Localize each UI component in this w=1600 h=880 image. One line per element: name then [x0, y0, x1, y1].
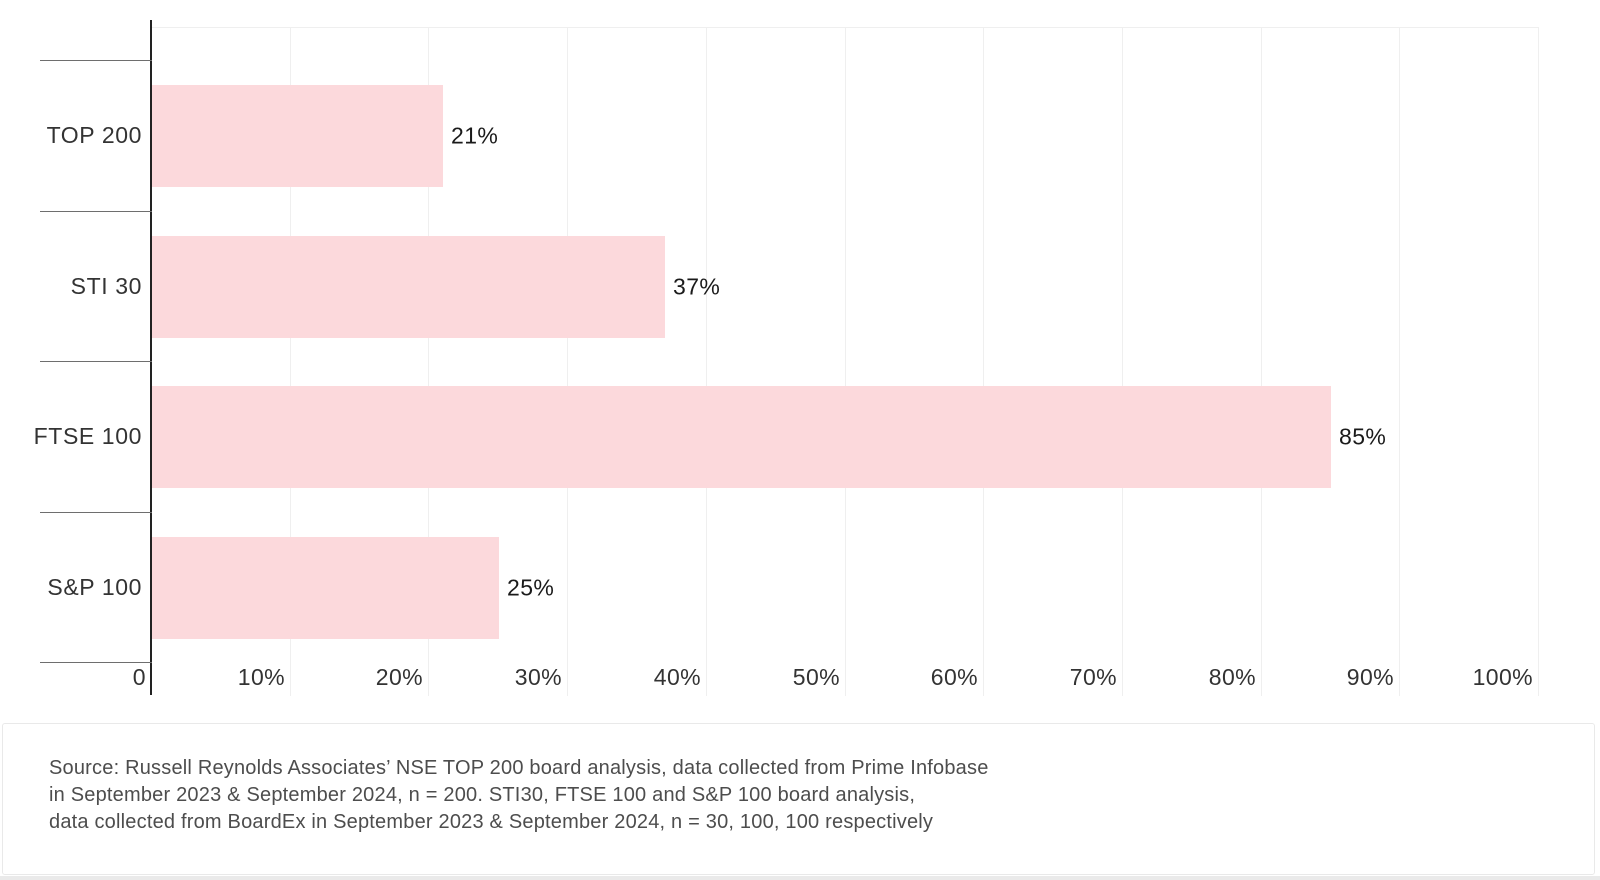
x-tick-label: 0: [132, 664, 146, 690]
source-note-card: Source: Russell Reynolds Associates’ NSE…: [2, 723, 1595, 875]
x-tick-label: 50%: [792, 664, 840, 690]
x-tick-label: 20%: [375, 664, 423, 690]
bar-chart: 21% 37% 85% 25% TOP 200 STI 30 FTSE 100 S&P 10…: [33, 20, 1539, 696]
bar-value-label: 21%: [451, 122, 499, 149]
category-tick-line: [40, 512, 152, 513]
x-gridline: [289, 28, 291, 696]
plot-area: 21% 37% 85% 25%: [152, 27, 1539, 696]
category-tick-line: [40, 211, 152, 212]
category-tick-line: [40, 662, 152, 663]
bar: [152, 236, 665, 338]
x-gridline: [1121, 28, 1123, 696]
category-tick-line: [40, 60, 152, 61]
x-gridline: [983, 28, 985, 696]
source-note-line: data collected from BoardEx in September…: [49, 811, 934, 833]
x-tick-label: 70%: [1069, 664, 1117, 690]
x-gridline: [1260, 28, 1262, 696]
x-gridline: [428, 28, 430, 696]
bar-value-label: 25%: [507, 574, 555, 601]
bar-value-label: 37%: [673, 273, 721, 300]
category-label: FTSE 100: [33, 423, 142, 449]
bottom-strip: [0, 876, 1600, 880]
x-tick-label: 80%: [1208, 664, 1256, 690]
bar: [152, 386, 1331, 488]
y-axis-line: [150, 20, 152, 695]
x-tick-label: 60%: [930, 664, 978, 690]
x-gridline: [567, 28, 569, 696]
source-note-line: in September 2023 & September 2024, n = …: [49, 784, 916, 806]
x-gridline: [844, 28, 846, 696]
source-note-line: Source: Russell Reynolds Associates’ NSE…: [49, 757, 989, 779]
bar: [152, 85, 443, 187]
category-tick-line: [40, 361, 152, 362]
category-label: S&P 100: [47, 574, 142, 600]
x-tick-label: 100%: [1472, 664, 1533, 690]
category-label: STI 30: [70, 273, 142, 299]
x-tick-label: 40%: [653, 664, 701, 690]
x-tick-label: 90%: [1346, 664, 1394, 690]
x-tick-label: 10%: [237, 664, 285, 690]
bar-value-label: 85%: [1339, 423, 1387, 450]
category-label: TOP 200: [46, 122, 142, 148]
x-tick-label: 30%: [514, 664, 562, 690]
source-note: Source: Russell Reynolds Associates’ NSE…: [49, 755, 1594, 836]
bar: [152, 537, 499, 639]
x-gridline: [705, 28, 707, 696]
x-gridline: [1399, 28, 1401, 696]
x-gridline: [1538, 28, 1539, 696]
